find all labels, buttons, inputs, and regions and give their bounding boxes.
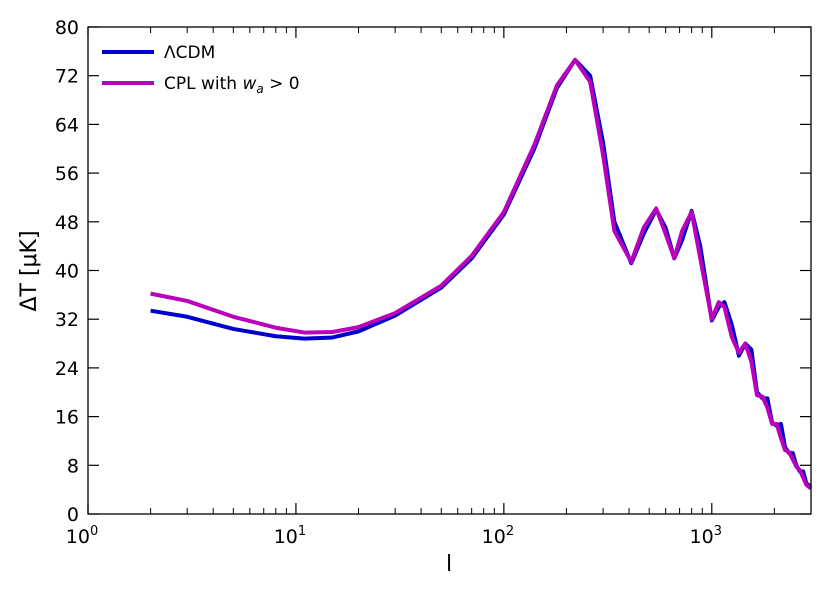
legend-cpl-var: w bbox=[242, 74, 256, 94]
y-tick-label: 80 bbox=[55, 17, 79, 39]
y-tick-label: 40 bbox=[55, 261, 79, 283]
y-tick-label: 48 bbox=[55, 212, 79, 234]
legend-label-cpl: CPL with wa > 0 bbox=[164, 74, 300, 96]
tick-layer bbox=[87, 26, 812, 515]
y-tick-label: 8 bbox=[67, 455, 79, 477]
y-tick-label: 72 bbox=[55, 66, 79, 88]
legend-cpl-sub: a bbox=[256, 82, 263, 96]
tick-label-layer: 0 8 16 24 32 40 48 56 64 72 80 100 101 102 103 bbox=[55, 17, 722, 548]
legend-cpl-prefix: CPL with bbox=[164, 74, 242, 94]
y-axis-label: ΔT [μK] bbox=[17, 230, 42, 311]
series-layer bbox=[150, 57, 813, 491]
y-tick-label: 16 bbox=[55, 407, 79, 429]
x-axis-label: l bbox=[446, 552, 452, 577]
x-tick-label: 102 bbox=[482, 524, 514, 548]
y-tick-label: 0 bbox=[67, 504, 79, 526]
series-line-cpl bbox=[150, 57, 813, 491]
legend: ΛCDM CPL with wa > 0 bbox=[102, 43, 300, 96]
y-tick-label: 56 bbox=[55, 163, 79, 185]
y-tick-label: 32 bbox=[55, 309, 79, 331]
x-tick-label: 101 bbox=[274, 524, 306, 548]
y-tick-label: 24 bbox=[55, 358, 79, 380]
x-tick-label: 100 bbox=[66, 524, 98, 548]
legend-cpl-suffix: > 0 bbox=[264, 74, 300, 94]
y-tick-label: 64 bbox=[55, 114, 79, 136]
series-line-lcdm bbox=[150, 57, 813, 489]
legend-label-lcdm: ΛCDM bbox=[164, 43, 215, 63]
x-tick-label: 103 bbox=[690, 524, 722, 548]
